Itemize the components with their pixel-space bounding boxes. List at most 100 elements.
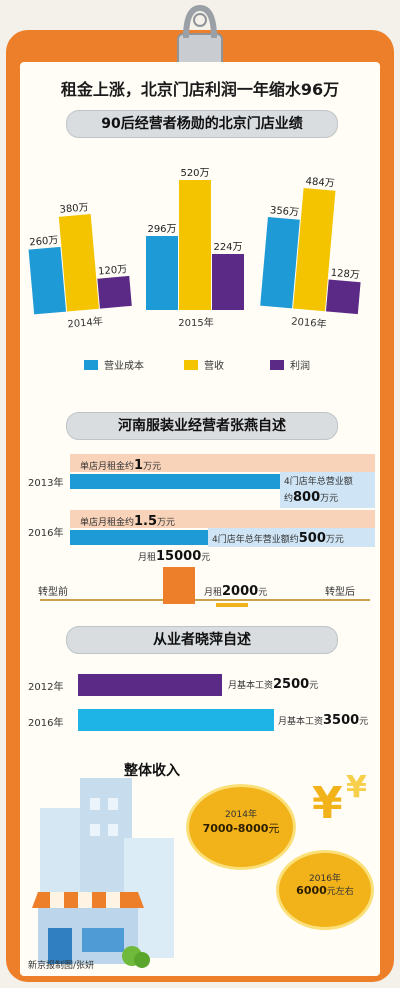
- bar-value-label-0-2: 120万: [98, 264, 128, 277]
- rent-unit-2013: 万元: [143, 462, 162, 472]
- revenue-pre2-2013: 约: [284, 494, 294, 504]
- yen-icon-small: ¥: [346, 770, 367, 805]
- legend-label-0: 营业成本: [104, 359, 144, 372]
- rent-after-unit: 元: [258, 588, 268, 598]
- bar-value-label-2-1: 484万: [305, 176, 335, 189]
- row-2016-year: 2016年: [28, 528, 64, 539]
- bar-value-label-2-2: 128万: [330, 268, 360, 281]
- section1-heading: 90后经营者杨勋的北京门店业绩: [66, 110, 338, 138]
- wage-2016-year: 2016年: [28, 718, 64, 729]
- rent-num-2013: 1: [134, 458, 144, 473]
- rent-before-pre: 月租: [138, 553, 157, 563]
- bar-1-1: [179, 180, 211, 310]
- revenue-band-2013: [280, 472, 375, 508]
- coin-2016-unit: 元左右: [326, 887, 354, 897]
- bar-value-label-1-2: 224万: [213, 242, 242, 253]
- coin-2014: 2014年 7000-8000元: [186, 784, 296, 870]
- wage-unit-2016: 元: [359, 717, 369, 727]
- rent-after-num: 2000: [222, 584, 259, 599]
- bar-2-2: [325, 279, 361, 315]
- storefront-illustration: [32, 778, 174, 968]
- category-label-2: 2016年: [291, 314, 327, 330]
- income-heading: 整体收入: [124, 763, 180, 779]
- wage-label-2016: 月基本工资3500元: [278, 713, 368, 728]
- revenue-num-2013: 800: [293, 490, 321, 505]
- bar-2-0: [260, 216, 300, 309]
- section2-heading: 河南服装业经营者张燕自述: [66, 412, 338, 440]
- rent-after-label: 月租2000元: [204, 584, 267, 599]
- wage-num-2016: 3500: [323, 713, 360, 728]
- rent-num-2016: 1.5: [134, 514, 158, 529]
- bar-value-label-0-1: 380万: [59, 202, 89, 215]
- rent-before-bar: [163, 567, 195, 604]
- legend-label-2: 利润: [290, 359, 310, 372]
- coin-2016-year: 2016年: [309, 874, 341, 884]
- legend-label-1: 营收: [204, 359, 224, 372]
- bar-group-1: 296万 520万 224万 2015年: [146, 168, 244, 329]
- legend-swatch-1: [184, 360, 198, 370]
- revenue-text-2016: 4门店年总年营业额约: [212, 535, 299, 545]
- yen-icon: ¥: [312, 778, 343, 829]
- bar-0-2: [97, 275, 132, 309]
- bar-value-label-2-0: 356万: [269, 205, 299, 218]
- transform-before-label: 转型前: [38, 587, 68, 598]
- bar-value-label-1-1: 520万: [180, 168, 209, 179]
- rent-after-bar: [216, 603, 248, 607]
- rent-after-pre: 月租: [204, 588, 223, 598]
- bar-value-label-0-0: 260万: [29, 235, 59, 248]
- bar-2-1: [293, 187, 336, 312]
- legend-swatch-0: [84, 360, 98, 370]
- row-2013-year: 2013年: [28, 478, 64, 489]
- paper-sheet: 租金上涨，北京门店利润一年缩水96万 90后经营者杨勋的北京门店业绩 260万 3…: [20, 62, 380, 976]
- transform-line: [40, 599, 370, 601]
- rent-label-2013: 单店月租金约1万元: [80, 458, 161, 473]
- revenue-bar-2016: [70, 530, 210, 545]
- rent-before-num: 15000: [156, 549, 202, 564]
- revenue-bar-2013: [70, 474, 280, 489]
- rent-before-unit: 元: [201, 553, 211, 563]
- revenue-text-2013: 4门店年总营业额: [284, 477, 353, 487]
- rent-band-2013: [70, 454, 375, 472]
- wage-bar-2016: [78, 709, 274, 731]
- bar-chart: 260万 380万 120万 2014年 296万 520万 224万 2015年 356万 48…: [28, 168, 361, 372]
- coin-2016-value: 6000: [296, 884, 327, 897]
- bar-0-1: [58, 214, 99, 312]
- legend-swatch-2: [270, 360, 284, 370]
- wage-2012-year: 2012年: [28, 682, 64, 693]
- coin-2014-year: 2014年: [225, 810, 257, 820]
- wage-text-2012: 月基本工资: [228, 681, 274, 691]
- section3-heading: 从业者晓萍自述: [66, 626, 338, 654]
- revenue-unit-2013: 万元: [320, 494, 339, 504]
- revenue-value-2013: 约800万元: [284, 490, 338, 505]
- wage-label-2012: 月基本工资2500元: [228, 677, 318, 692]
- category-label-1: 2015年: [178, 316, 213, 329]
- rent-label-2016: 单店月租金约1.5万元: [80, 514, 175, 529]
- bar-1-2: [212, 254, 244, 310]
- bar-1-0: [146, 236, 178, 310]
- revenue-label-2016: 4门店年总年营业额约500万元: [212, 531, 344, 546]
- rent-band-2016: [70, 510, 375, 528]
- bar-value-label-1-0: 296万: [147, 224, 176, 235]
- transform-after-label: 转型后: [325, 587, 355, 598]
- bar-0-0: [28, 246, 67, 315]
- revenue-unit-2016: 万元: [325, 535, 344, 545]
- rent-text-2013: 单店月租金约: [80, 462, 135, 472]
- revenue-num-2016: 500: [298, 531, 326, 546]
- coin-2016: 2016年 6000元左右: [276, 850, 374, 930]
- credit-text: 新京报制图/张妍: [28, 961, 95, 971]
- wage-text-2016: 月基本工资: [278, 717, 324, 727]
- bar-group-2: 356万 484万 128万 2016年: [260, 176, 361, 330]
- coin-2014-amount: 7000-8000元: [189, 820, 293, 836]
- wage-bar-2012: [78, 674, 222, 696]
- rent-text-2016: 单店月租金约: [80, 518, 135, 528]
- bar-group-0: 260万 380万 120万 2014年: [28, 202, 132, 330]
- category-label-0: 2014年: [67, 314, 103, 330]
- page-title: 租金上涨，北京门店利润一年缩水96万: [60, 80, 340, 99]
- coin-2014-unit: 元: [268, 822, 280, 835]
- rent-before-label: 月租15000元: [138, 549, 210, 564]
- revenue-band-2016: [208, 528, 375, 547]
- coin-2014-value: 7000-8000: [202, 822, 269, 835]
- coin-2016-amount: 6000元左右: [279, 884, 371, 897]
- wage-unit-2012: 元: [309, 681, 319, 691]
- rent-unit-2016: 万元: [157, 518, 176, 528]
